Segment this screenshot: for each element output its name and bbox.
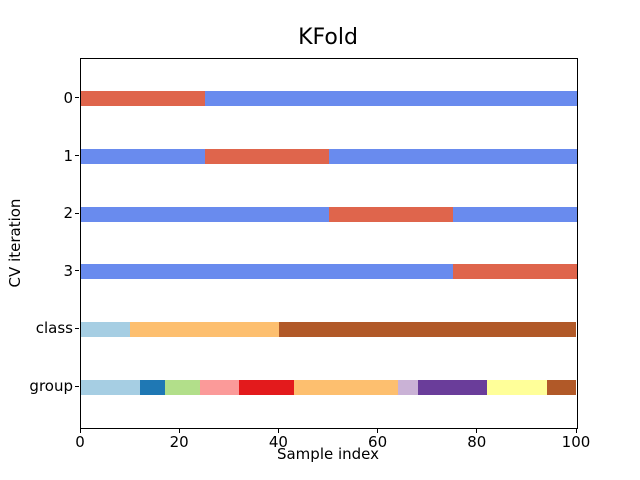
y-tick-mark bbox=[75, 385, 79, 387]
x-tick-mark bbox=[277, 428, 279, 433]
cv-bar-segment bbox=[397, 379, 418, 395]
cv-bar-segment bbox=[199, 379, 240, 395]
cv-bar-segment bbox=[164, 379, 200, 395]
x-tick-label: 40 bbox=[268, 433, 288, 451]
cv-bar-segment bbox=[293, 379, 398, 395]
cv-bar-segment bbox=[546, 379, 577, 395]
cv-bar-segment bbox=[328, 149, 577, 165]
chart-title: KFold bbox=[298, 25, 358, 50]
x-tick-mark bbox=[79, 428, 81, 433]
cv-bar-segment bbox=[130, 321, 279, 337]
y-tick-label: 1 bbox=[63, 146, 73, 165]
x-tick-mark bbox=[575, 428, 577, 433]
cv-bar-segment bbox=[452, 206, 577, 222]
cv-bar-segment bbox=[417, 379, 488, 395]
x-tick-label: 80 bbox=[467, 433, 487, 451]
cv-bar-segment bbox=[80, 91, 205, 107]
cv-bar-segment bbox=[140, 379, 165, 395]
y-tick-mark bbox=[75, 97, 79, 99]
y-tick-mark bbox=[75, 327, 79, 329]
cv-bar-segment bbox=[452, 264, 577, 280]
y-tick-label: class bbox=[35, 319, 73, 338]
cv-bar-segment bbox=[239, 379, 294, 395]
y-tick-label: group bbox=[29, 377, 73, 396]
x-tick-label: 20 bbox=[169, 433, 189, 451]
y-tick-label: 0 bbox=[63, 88, 73, 107]
cv-bar-segment bbox=[80, 379, 141, 395]
x-tick-mark bbox=[377, 428, 379, 433]
plot-area bbox=[79, 57, 578, 429]
y-tick-mark bbox=[75, 270, 79, 272]
x-axis-label: Sample index bbox=[276, 445, 380, 463]
cv-bar-segment bbox=[204, 91, 577, 107]
x-tick-label: 60 bbox=[368, 433, 388, 451]
y-tick-mark bbox=[75, 155, 79, 157]
y-tick-mark bbox=[75, 212, 79, 214]
cv-bar-segment bbox=[278, 321, 577, 337]
cv-bar-segment bbox=[80, 206, 329, 222]
x-tick-mark bbox=[178, 428, 180, 433]
y-tick-label: 2 bbox=[63, 204, 73, 223]
y-tick-label: 3 bbox=[63, 261, 73, 280]
cv-bar-segment bbox=[204, 149, 329, 165]
cv-bar-segment bbox=[80, 264, 453, 280]
x-tick-label: 100 bbox=[561, 433, 591, 451]
cv-bar-segment bbox=[487, 379, 547, 395]
cv-bar-segment bbox=[80, 149, 205, 165]
x-tick-mark bbox=[476, 428, 478, 433]
x-tick-label: 0 bbox=[75, 433, 85, 451]
cv-bar-segment bbox=[328, 206, 453, 222]
cv-bar-segment bbox=[80, 321, 131, 337]
